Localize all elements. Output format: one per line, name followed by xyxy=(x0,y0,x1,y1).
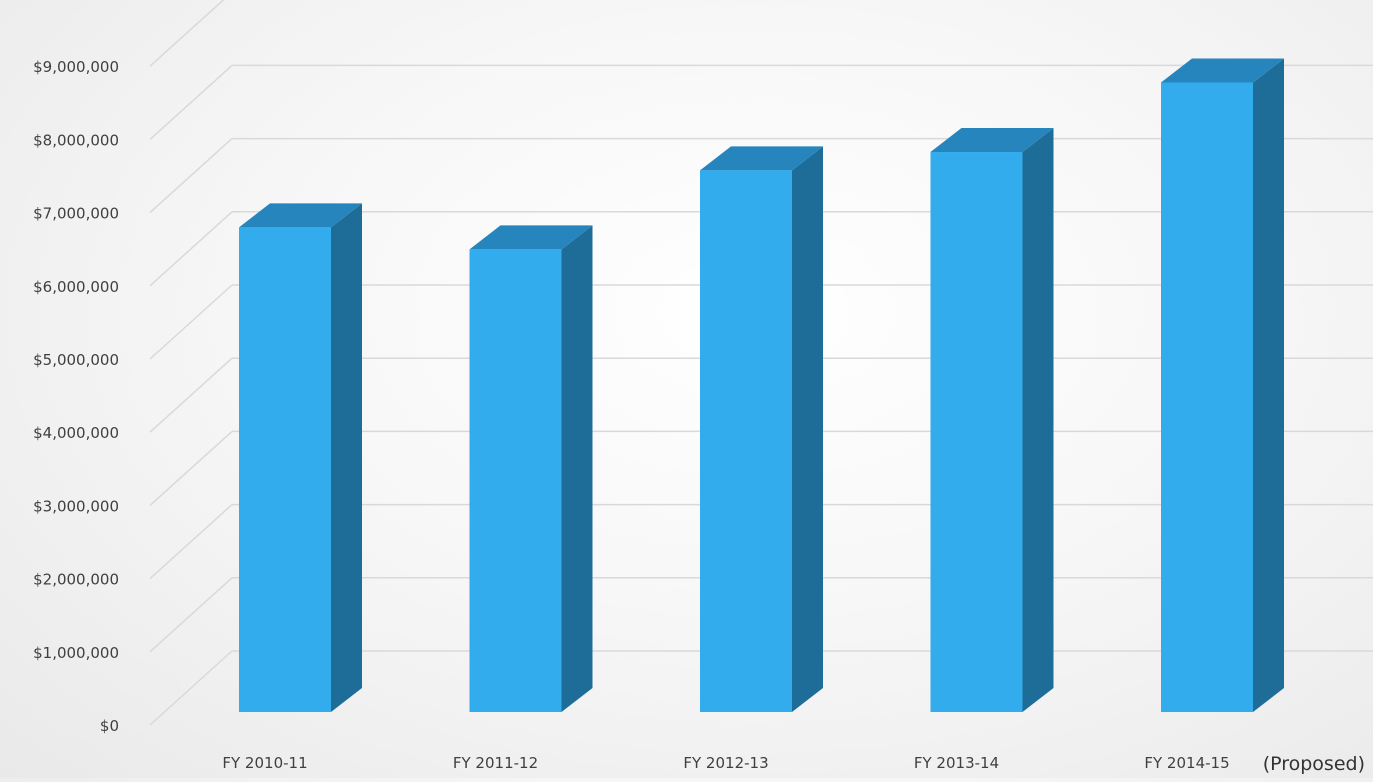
bar-side xyxy=(792,146,823,712)
bar-top xyxy=(930,128,1054,153)
bar-side xyxy=(331,203,362,712)
gridline-diagonal xyxy=(149,211,233,287)
bar-front xyxy=(1161,82,1253,713)
gridline-diagonal xyxy=(149,577,233,653)
x-axis-labels: FY 2010-11 FY 2011-12 FY 2012-13 FY 2013-14… xyxy=(222,753,1365,775)
x-category-label: FY 2013-14 xyxy=(914,754,999,772)
bar-side xyxy=(561,225,593,712)
gridline-diagonal xyxy=(149,138,233,214)
x-category-label: FY 2011-12 xyxy=(453,754,538,772)
x-category-note: (Proposed) xyxy=(1263,753,1365,775)
gridline-diagonal xyxy=(149,284,233,360)
bar-front xyxy=(469,249,562,712)
gridline-diagonal xyxy=(149,64,233,140)
bar xyxy=(700,146,823,712)
bar-side xyxy=(1022,128,1054,712)
y-tick-label: $0 xyxy=(100,717,119,735)
bar xyxy=(469,225,593,712)
gridline-diagonal xyxy=(149,430,233,506)
gridline-diagonal xyxy=(149,357,233,433)
gridline-diagonal xyxy=(149,650,233,726)
x-category-label: FY 2012-13 xyxy=(683,754,768,772)
gridline-diagonal xyxy=(149,504,233,580)
y-tick-label: $8,000,000 xyxy=(33,131,119,149)
y-tick-label: $5,000,000 xyxy=(33,351,119,369)
gridline xyxy=(149,64,1373,140)
bar xyxy=(1161,58,1284,713)
bar xyxy=(930,128,1054,712)
bars xyxy=(239,58,1284,713)
gridline xyxy=(149,0,225,67)
x-category-label: FY 2010-11 xyxy=(222,754,307,772)
bar-top xyxy=(700,146,823,171)
bar-top xyxy=(239,203,362,228)
y-tick-label: $4,000,000 xyxy=(33,424,119,442)
bar-front xyxy=(239,227,331,712)
bar xyxy=(239,203,362,712)
y-tick-label: $7,000,000 xyxy=(33,205,119,223)
y-tick-label: $3,000,000 xyxy=(33,497,119,515)
bar-top xyxy=(469,225,593,250)
y-axis-ticks: $0 $1,000,000 $2,000,000 $3,000,000 $4,000,0… xyxy=(33,58,119,735)
y-tick-label: $2,000,000 xyxy=(33,571,119,589)
y-tick-label: $1,000,000 xyxy=(33,644,119,662)
y-tick-label: $9,000,000 xyxy=(33,58,119,76)
bar-side xyxy=(1253,58,1284,713)
bar-front xyxy=(700,170,792,712)
gridline-diagonal xyxy=(149,0,225,67)
bar-top xyxy=(1161,58,1284,83)
y-tick-label: $6,000,000 xyxy=(33,278,119,296)
x-category-label: FY 2014-15 xyxy=(1144,754,1229,772)
bar-front xyxy=(930,152,1023,712)
